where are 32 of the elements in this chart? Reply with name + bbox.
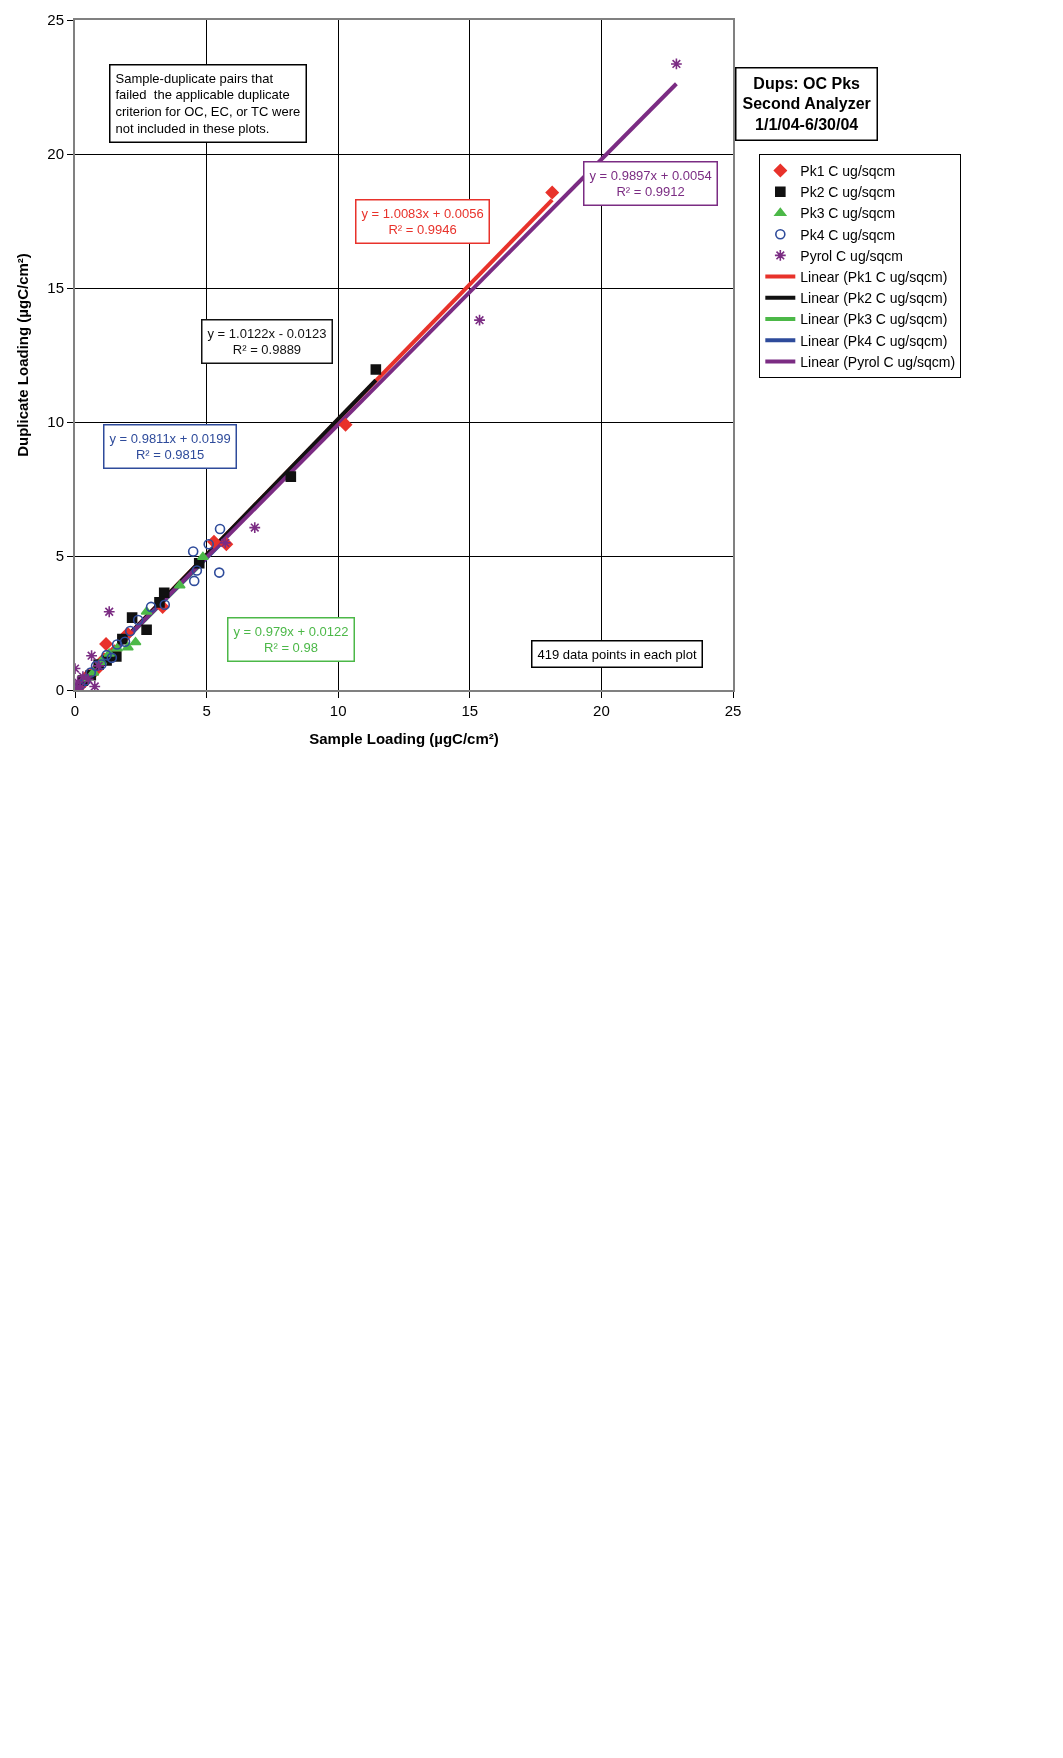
annotation: y = 0.9897x + 0.0054 R² = 0.9912 <box>589 167 712 200</box>
x-tick-label: 5 <box>202 702 211 719</box>
y-tick-label: 0 <box>55 681 64 699</box>
x-tick-label: 20 <box>593 702 610 719</box>
legend-label: Linear (Pk2 C ug/sqcm) <box>800 290 948 307</box>
text: Dups: OC Pks Second Analyzer 1/1/04-6/30/04 <box>742 74 871 134</box>
annotation: Sample-duplicate pairs that failed the applicable duplicate criterion for OC, EC, or TC were not included in these plots. <box>115 70 301 137</box>
y-tick-label: 15 <box>47 279 64 297</box>
x-axis-title: Sample Loading (µgC/cm²) <box>309 729 499 747</box>
annotation: 419 data points in each plot <box>537 646 697 662</box>
x-tick-label: 15 <box>461 702 479 719</box>
legend-label: Linear (Pyrol C ug/sqcm) <box>800 353 956 370</box>
annotation: y = 0.979x + 0.0122 R² = 0.98 <box>233 623 349 656</box>
legend-label: Pk3 C ug/sqcm <box>800 205 896 222</box>
annotation: y = 1.0122x - 0.0123 R² = 0.9889 <box>207 325 327 358</box>
x-tick-label: 25 <box>724 702 742 719</box>
legend-label: Linear (Pk3 C ug/sqcm) <box>800 311 948 328</box>
y-tick-label: 5 <box>55 547 64 565</box>
y-tick-label: 25 <box>47 11 64 29</box>
y-tick-label: 10 <box>47 413 64 431</box>
legend-label: Pyrol C ug/sqcm <box>800 247 904 264</box>
legend-label: Pk1 C ug/sqcm <box>800 163 896 180</box>
y-axis-title: Duplicate Loading (µgC/cm²) <box>14 253 32 457</box>
annotation: y = 0.9811x + 0.0199 R² = 0.9815 <box>109 430 231 463</box>
legend-label: Linear (Pk4 C ug/sqcm) <box>800 332 948 349</box>
x-tick-label: 10 <box>329 702 347 719</box>
legend-label: Linear (Pk1 C ug/sqcm) <box>800 269 948 286</box>
legend-label: Pk4 C ug/sqcm <box>800 226 896 243</box>
y-tick-label: 20 <box>47 145 64 163</box>
x-tick-label: 0 <box>70 702 80 719</box>
annotation: y = 1.0083x + 0.0056 R² = 0.9946 <box>361 205 484 238</box>
legend-label: Pk2 C ug/sqcm <box>800 184 896 201</box>
